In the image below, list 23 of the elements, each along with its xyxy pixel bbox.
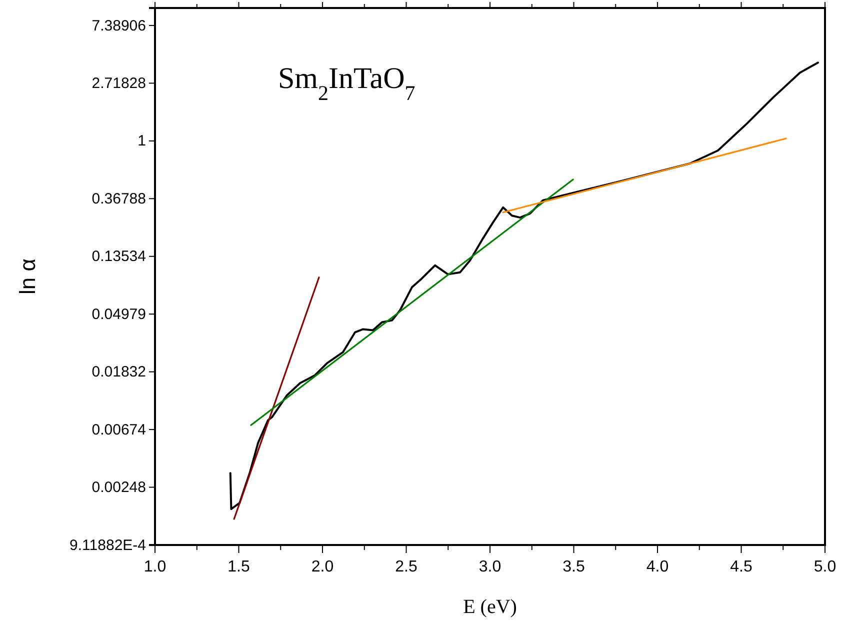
y-tick-label: 0.04979 [92, 306, 146, 323]
x-axis-title: E (eV) [463, 596, 517, 618]
x-tick-label: 4.0 [646, 558, 669, 576]
x-tick-label: 5.0 [814, 558, 836, 576]
y-tick-label: 7.38906 [92, 17, 146, 34]
y-tick-label: 0.13534 [92, 248, 146, 266]
y-tick-label: 0.00248 [92, 479, 146, 496]
y-tick-label: 2.71828 [92, 74, 146, 92]
annotation: Sm$_{2}$InTaO$_{7}$ [278, 62, 416, 105]
y-tick-label: 9.11882E-4 [70, 536, 146, 554]
x-tick-label: 2.0 [311, 558, 334, 576]
y-axis-title: ln α [15, 258, 40, 294]
y-tick-label: 0.01832 [92, 364, 146, 381]
y-tick-label: 0.36788 [92, 190, 146, 208]
y-tick-label: 1 [138, 132, 146, 150]
x-tick-label: 4.5 [730, 558, 752, 576]
y-tick-label: 0.00674 [92, 421, 146, 438]
line-series [229, 62, 819, 510]
x-tick-label: 1.5 [228, 558, 250, 576]
x-tick-label: 3.0 [478, 558, 502, 576]
x-tick-label: 2.5 [395, 558, 418, 576]
x-tick-label: 1.0 [144, 558, 166, 576]
x-tick-label: 3.5 [562, 558, 585, 576]
